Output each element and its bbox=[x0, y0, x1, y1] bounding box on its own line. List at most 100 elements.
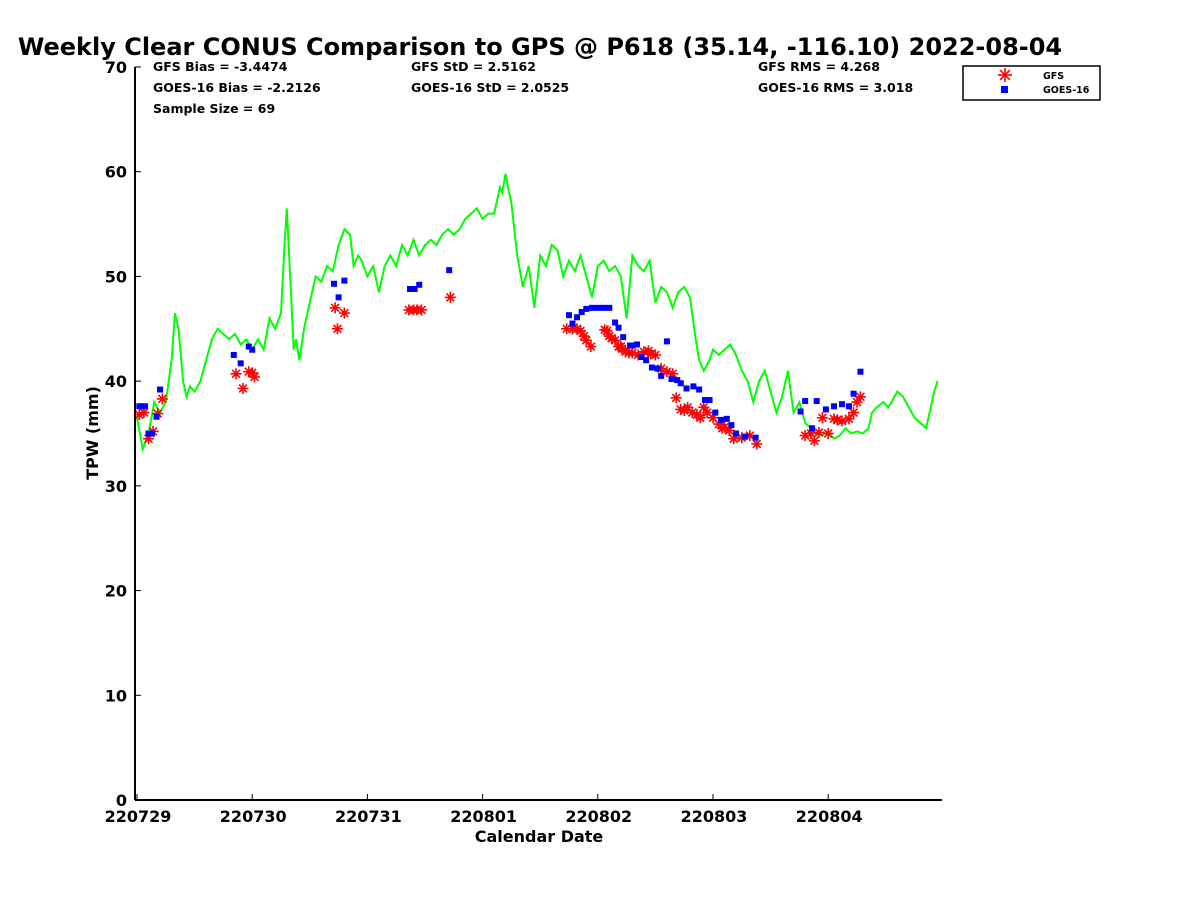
goes-point bbox=[574, 314, 581, 321]
gfs-series bbox=[133, 291, 866, 450]
axes bbox=[134, 67, 942, 801]
goes-point bbox=[136, 403, 143, 410]
goes-point bbox=[620, 334, 627, 341]
goes-point bbox=[341, 277, 348, 284]
goes-point bbox=[845, 403, 852, 410]
goes-point bbox=[674, 377, 681, 384]
goes-point bbox=[742, 433, 749, 440]
goes-point bbox=[643, 357, 650, 364]
goes-point bbox=[677, 380, 684, 387]
x-tick-label: 220801 bbox=[450, 807, 517, 826]
legend-goes-marker bbox=[1001, 86, 1008, 93]
gfs-point bbox=[237, 382, 249, 394]
gfs-point bbox=[416, 304, 428, 316]
gfs-point bbox=[249, 371, 261, 383]
gfs-point bbox=[813, 426, 825, 438]
gfs-point bbox=[329, 302, 341, 314]
gfs-point bbox=[854, 391, 866, 403]
goes-point bbox=[813, 398, 820, 405]
goes-point bbox=[589, 304, 596, 311]
goes-point bbox=[583, 305, 590, 312]
gfs-point bbox=[606, 332, 618, 344]
goes-point bbox=[606, 304, 613, 311]
gfs-point bbox=[580, 334, 592, 346]
goes-point bbox=[857, 368, 864, 375]
goes-point bbox=[230, 351, 237, 358]
x-tick-label: 220730 bbox=[220, 807, 287, 826]
x-axis-label: Calendar Date bbox=[475, 827, 604, 846]
goes-point bbox=[145, 430, 152, 437]
goes-point bbox=[157, 386, 164, 393]
y-tick-label: 70 bbox=[105, 58, 127, 77]
goes-point bbox=[706, 396, 713, 403]
gfs-point bbox=[230, 368, 242, 380]
goes-point bbox=[237, 360, 244, 367]
y-tick-label: 40 bbox=[105, 372, 127, 391]
goes-point bbox=[638, 354, 645, 361]
goes-series bbox=[136, 267, 864, 441]
stat-goes-bias: GOES-16 Bias = -2.2126 bbox=[153, 80, 321, 95]
goes-point bbox=[701, 396, 708, 403]
goes-point bbox=[797, 408, 804, 415]
goes-point bbox=[839, 401, 846, 408]
goes-point bbox=[658, 372, 665, 379]
goes-point bbox=[416, 281, 423, 288]
gfs-point bbox=[848, 407, 860, 419]
y-tick-label: 60 bbox=[105, 163, 127, 182]
goes-point bbox=[633, 341, 640, 348]
x-tick-label: 220804 bbox=[796, 807, 863, 826]
legend-goes-label: GOES-16 bbox=[1043, 85, 1090, 96]
goes-point bbox=[245, 343, 252, 350]
goes-point bbox=[850, 390, 857, 397]
x-tick-label: 220802 bbox=[565, 807, 632, 826]
y-tick-label: 10 bbox=[105, 686, 127, 705]
goes-point bbox=[330, 280, 337, 287]
goes-point bbox=[600, 304, 607, 311]
legend-gfs-star bbox=[998, 68, 1012, 82]
goes-point bbox=[249, 346, 256, 353]
goes-point bbox=[142, 403, 149, 410]
stat-sample-size: Sample Size = 69 bbox=[153, 101, 275, 116]
stat-gfs-rms: GFS RMS = 4.268 bbox=[758, 59, 880, 74]
goes-point bbox=[752, 434, 759, 441]
goes-point bbox=[683, 385, 690, 392]
gfs-point bbox=[156, 393, 168, 405]
goes-point bbox=[407, 285, 414, 292]
stat-gfs-std: GFS StD = 2.5162 bbox=[411, 59, 536, 74]
goes-point bbox=[822, 406, 829, 413]
y-tick-label: 20 bbox=[105, 582, 127, 601]
goes-point bbox=[569, 320, 576, 327]
chart-title: Weekly Clear CONUS Comparison to GPS @ P… bbox=[18, 33, 1062, 61]
plot-area bbox=[133, 173, 939, 453]
legend-gfs-marker bbox=[998, 68, 1012, 82]
gfs-point bbox=[686, 407, 698, 419]
gfs-point bbox=[649, 349, 661, 361]
goes-point bbox=[615, 324, 622, 331]
goes-point bbox=[733, 430, 740, 437]
goes-point bbox=[830, 403, 837, 410]
goes-point bbox=[411, 285, 418, 292]
goes-point bbox=[802, 398, 809, 405]
x-ticks: 220729 220730 220731 220801 220802 220803 2208… bbox=[105, 794, 863, 826]
x-tick-label: 220729 bbox=[105, 807, 172, 826]
y-axis-label: TPW (mm) bbox=[83, 386, 102, 480]
goes-point bbox=[578, 309, 585, 316]
goes-point bbox=[648, 364, 655, 371]
gfs-point bbox=[670, 392, 682, 404]
gfs-point bbox=[694, 412, 706, 424]
gfs-point bbox=[444, 291, 456, 303]
gps-series bbox=[136, 173, 939, 453]
gfs-point bbox=[701, 407, 713, 419]
stat-goes-std: GOES-16 StD = 2.0525 bbox=[411, 80, 569, 95]
x-tick-label: 220731 bbox=[335, 807, 402, 826]
goes-point bbox=[654, 365, 661, 372]
gfs-point bbox=[331, 323, 343, 335]
goes-point bbox=[566, 312, 572, 319]
goes-point bbox=[629, 342, 636, 349]
gfs-point bbox=[822, 428, 834, 439]
goes-point bbox=[690, 383, 697, 390]
goes-point bbox=[668, 376, 675, 383]
goes-point bbox=[335, 294, 342, 301]
gfs-point bbox=[843, 413, 855, 425]
